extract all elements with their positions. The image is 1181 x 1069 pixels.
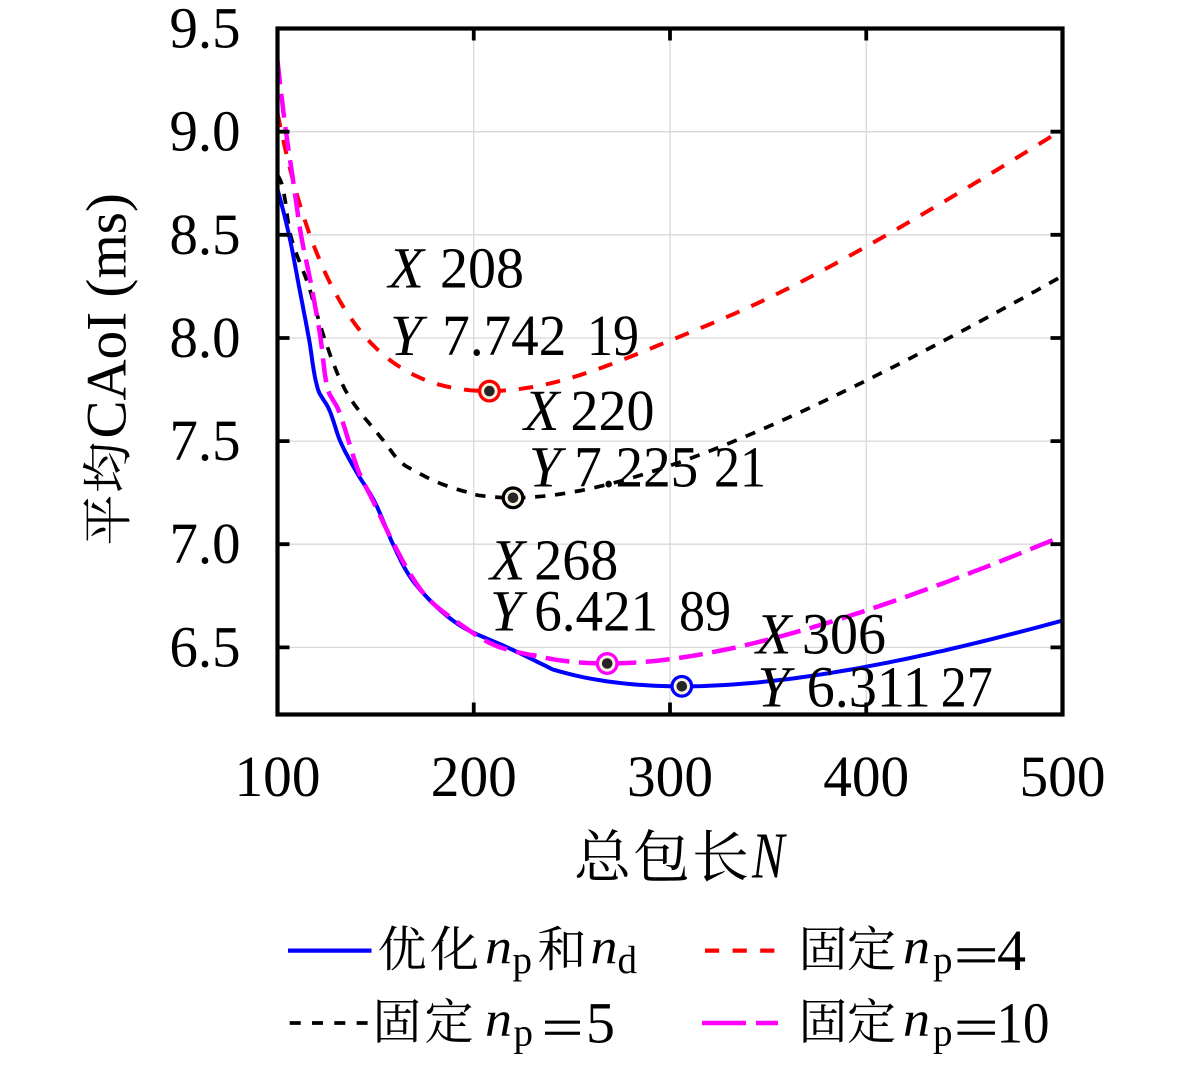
svg-text:p: p <box>513 939 533 982</box>
svg-text:p: p <box>933 939 953 982</box>
svg-text:p: p <box>514 1012 534 1055</box>
svg-text:8.0: 8.0 <box>170 305 241 370</box>
svg-text:5: 5 <box>586 991 615 1056</box>
svg-text:N: N <box>751 818 787 892</box>
svg-text:n: n <box>903 918 930 974</box>
svg-text:n: n <box>903 991 930 1047</box>
svg-text:400: 400 <box>823 744 909 809</box>
svg-text:100: 100 <box>235 744 321 809</box>
svg-text:200: 200 <box>431 744 517 809</box>
svg-text:7.0: 7.0 <box>170 511 241 576</box>
svg-text:6.5: 6.5 <box>170 614 241 679</box>
svg-text:9.5: 9.5 <box>170 0 241 61</box>
svg-text:10: 10 <box>997 991 1050 1056</box>
svg-text:p: p <box>933 1012 953 1055</box>
svg-text:8.5: 8.5 <box>170 202 241 267</box>
svg-text:d: d <box>618 939 638 982</box>
svg-text:7.5: 7.5 <box>170 408 241 473</box>
svg-text:n: n <box>485 991 512 1047</box>
svg-text:n: n <box>591 918 618 974</box>
svg-text:CAoI (ms): CAoI (ms) <box>76 193 139 438</box>
svg-text:300: 300 <box>627 744 713 809</box>
svg-text:500: 500 <box>1020 744 1106 809</box>
svg-text:n: n <box>485 918 512 974</box>
svg-text:4: 4 <box>997 918 1026 983</box>
svg-text:9.0: 9.0 <box>170 99 241 164</box>
